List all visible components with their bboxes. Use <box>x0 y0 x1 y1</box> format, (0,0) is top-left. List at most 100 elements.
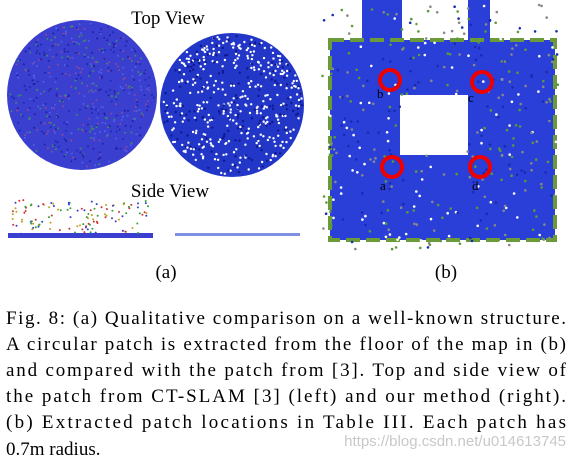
point <box>417 22 421 26</box>
point <box>148 89 151 92</box>
point <box>166 119 169 123</box>
point <box>96 61 99 63</box>
point <box>42 203 45 206</box>
point <box>172 140 175 144</box>
point <box>472 63 476 67</box>
point <box>60 40 63 43</box>
point <box>501 105 505 109</box>
point <box>144 78 147 81</box>
point <box>224 108 228 112</box>
point <box>490 172 494 175</box>
point <box>390 247 394 251</box>
point <box>259 112 262 115</box>
point <box>194 81 197 85</box>
point <box>56 141 59 144</box>
point <box>423 53 427 57</box>
point <box>277 121 281 125</box>
point <box>297 98 301 102</box>
point <box>108 34 111 37</box>
point <box>86 165 88 168</box>
point <box>94 89 97 92</box>
point <box>464 244 468 247</box>
point <box>544 171 547 174</box>
point <box>164 91 167 95</box>
side-strip <box>175 233 300 236</box>
point <box>54 43 57 46</box>
point <box>68 110 71 112</box>
point <box>246 137 249 140</box>
point <box>280 59 284 63</box>
map-detail <box>321 3 560 251</box>
point <box>108 125 111 127</box>
point <box>44 103 47 105</box>
point <box>14 207 17 210</box>
point <box>43 143 46 146</box>
point <box>500 178 503 182</box>
point <box>10 95 13 98</box>
point <box>495 113 498 116</box>
point <box>170 134 173 137</box>
side-strip <box>8 233 153 238</box>
point <box>87 123 89 126</box>
point <box>131 69 134 72</box>
point <box>201 155 205 158</box>
point <box>236 166 239 169</box>
point <box>415 22 418 26</box>
point <box>196 110 200 113</box>
point <box>374 156 377 160</box>
point <box>217 51 221 54</box>
point <box>104 130 106 133</box>
point <box>98 139 101 142</box>
point <box>106 26 109 29</box>
point <box>15 210 18 213</box>
point <box>401 48 404 51</box>
point <box>121 73 124 76</box>
point <box>38 223 41 226</box>
point <box>504 206 508 210</box>
point <box>43 122 46 125</box>
point <box>519 102 522 106</box>
point <box>15 101 18 104</box>
point <box>94 60 97 63</box>
point <box>39 43 42 46</box>
point <box>23 136 26 139</box>
point <box>398 236 401 239</box>
point <box>435 11 439 14</box>
point <box>74 79 77 82</box>
point <box>281 66 284 69</box>
point <box>520 169 523 172</box>
point <box>179 104 182 108</box>
point <box>205 81 209 84</box>
point <box>48 48 51 51</box>
point <box>288 69 291 73</box>
point <box>417 46 420 49</box>
point <box>483 195 487 199</box>
point <box>103 57 106 60</box>
point <box>475 206 479 210</box>
point <box>252 135 256 138</box>
point <box>34 226 37 229</box>
point <box>203 47 206 50</box>
point <box>384 222 388 225</box>
point <box>18 199 21 202</box>
point <box>190 65 193 69</box>
point <box>439 239 443 243</box>
point <box>69 207 72 210</box>
point <box>508 167 512 171</box>
point <box>71 152 74 155</box>
point <box>73 42 76 45</box>
point <box>253 108 256 112</box>
point <box>143 211 146 214</box>
point <box>194 158 197 162</box>
point <box>548 119 551 123</box>
point <box>197 107 201 111</box>
top-view-label: Top View <box>131 8 205 29</box>
point <box>541 100 545 103</box>
point <box>124 131 127 134</box>
point <box>24 50 27 53</box>
point <box>360 211 364 214</box>
point <box>181 143 184 147</box>
point <box>236 107 240 110</box>
point <box>254 85 257 88</box>
point <box>61 133 64 136</box>
